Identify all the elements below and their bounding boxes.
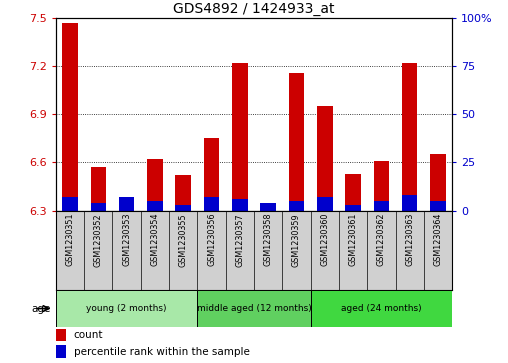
Text: GSM1230362: GSM1230362 [377, 213, 386, 266]
Text: GSM1230358: GSM1230358 [264, 213, 273, 266]
Bar [310, 290, 452, 327]
Bar [175, 205, 191, 211]
Text: GSM1230360: GSM1230360 [320, 213, 329, 266]
Bar [56, 345, 66, 358]
Bar [90, 167, 106, 211]
Bar [289, 73, 304, 211]
Bar [198, 290, 310, 327]
Text: GSM1230353: GSM1230353 [122, 213, 131, 266]
Text: GSM1230351: GSM1230351 [66, 213, 75, 266]
Bar [204, 138, 219, 211]
Bar [345, 174, 361, 211]
Bar [373, 161, 389, 211]
Text: percentile rank within the sample: percentile rank within the sample [74, 347, 249, 356]
Bar [232, 199, 247, 211]
Text: GSM1230357: GSM1230357 [235, 213, 244, 266]
Text: GSM1230354: GSM1230354 [150, 213, 160, 266]
Bar [119, 207, 135, 211]
Bar [317, 106, 333, 211]
Text: GSM1230355: GSM1230355 [179, 213, 188, 266]
Bar [373, 201, 389, 211]
Bar [232, 63, 247, 211]
Text: GSM1230356: GSM1230356 [207, 213, 216, 266]
Bar [175, 175, 191, 211]
Bar [147, 159, 163, 211]
Bar [119, 197, 135, 211]
Bar [62, 23, 78, 211]
Bar [345, 205, 361, 211]
Text: GSM1230364: GSM1230364 [433, 213, 442, 266]
Bar [56, 329, 66, 341]
Text: GSM1230359: GSM1230359 [292, 213, 301, 266]
Text: count: count [74, 330, 103, 340]
Bar [204, 197, 219, 211]
Text: aged (24 months): aged (24 months) [341, 304, 422, 313]
Text: GSM1230352: GSM1230352 [94, 213, 103, 266]
Bar [90, 203, 106, 211]
Text: young (2 months): young (2 months) [86, 304, 167, 313]
Bar [430, 154, 446, 211]
Text: GSM1230361: GSM1230361 [348, 213, 358, 266]
Bar [402, 195, 418, 211]
Bar [56, 290, 198, 327]
Bar [261, 203, 276, 211]
Bar [289, 201, 304, 211]
Bar [402, 63, 418, 211]
Bar [147, 201, 163, 211]
Text: GSM1230363: GSM1230363 [405, 213, 414, 266]
Text: middle aged (12 months): middle aged (12 months) [197, 304, 311, 313]
Bar [317, 197, 333, 211]
Text: age: age [31, 303, 51, 314]
Bar [62, 197, 78, 211]
Bar [430, 201, 446, 211]
Title: GDS4892 / 1424933_at: GDS4892 / 1424933_at [173, 2, 335, 16]
